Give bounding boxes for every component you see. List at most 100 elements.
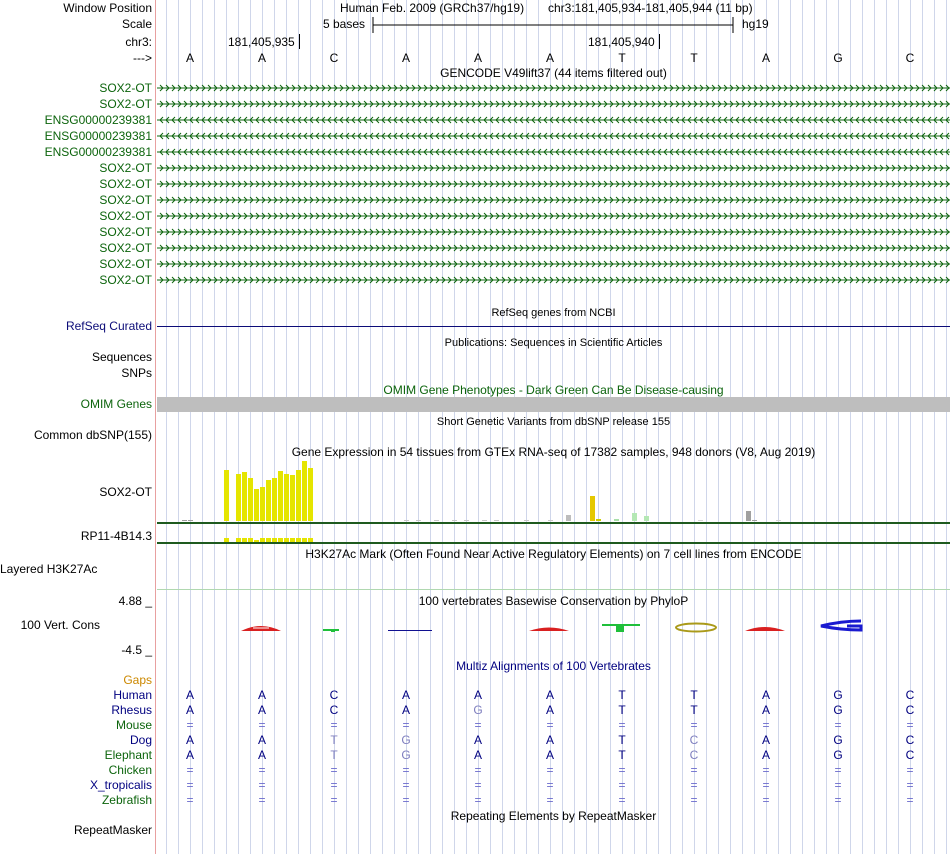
gtex-bar-sox2ot: [452, 520, 457, 521]
omim-gene-bar[interactable]: [157, 397, 950, 412]
multiz-base: =: [762, 778, 770, 792]
gencode-transcript-line[interactable]: [157, 243, 950, 253]
multiz-base: A: [185, 688, 194, 702]
multiz-species-chicken[interactable]: Chicken: [108, 763, 152, 777]
gencode-transcript-line[interactable]: [157, 99, 950, 109]
gtex-gene-label-rp11[interactable]: RP11-4B14.3: [80, 529, 152, 543]
multiz-base: =: [258, 778, 266, 792]
cons-label[interactable]: 100 Vert. Cons: [20, 618, 100, 632]
omim-label[interactable]: OMIM Genes: [80, 397, 152, 411]
repeatmasker-label[interactable]: RepeatMasker: [73, 823, 152, 837]
cons-logo-C-3: [323, 629, 339, 632]
gencode-transcript-line[interactable]: [157, 83, 950, 93]
cons-track-title[interactable]: 100 vertebrates Basewise Conservation by…: [418, 594, 689, 608]
strand-plus-arrows: [159, 164, 950, 172]
multiz-species-zebrafish[interactable]: Zebrafish: [101, 793, 152, 807]
gencode-transcript-line[interactable]: [157, 115, 950, 125]
gencode-transcript-line[interactable]: [157, 179, 950, 189]
gencode-item-label[interactable]: SOX2-OT: [99, 81, 152, 95]
gtex-bar-sox2ot: [548, 520, 553, 521]
multiz-gaps-label[interactable]: Gaps: [123, 673, 152, 687]
dbsnp-track-title[interactable]: Short Genetic Variants from dbSNP releas…: [436, 416, 671, 428]
gencode-item-label[interactable]: ENSG00000239381: [44, 113, 152, 127]
gencode-item-label[interactable]: SOX2-OT: [99, 193, 152, 207]
gencode-item-label[interactable]: SOX2-OT: [99, 241, 152, 255]
h3k27ac-track-title[interactable]: H3K27Ac Mark (Often Found Near Active Re…: [305, 547, 802, 561]
multiz-base: =: [186, 718, 194, 732]
gtex-chart[interactable]: [157, 458, 950, 546]
strand-plus-arrows: [159, 100, 950, 108]
publications-track-title[interactable]: Publications: Sequences in Scientific Ar…: [444, 337, 663, 349]
gtex-bar-sox2ot: [242, 472, 247, 521]
gtex-bar-sox2ot: [434, 520, 439, 521]
multiz-species-mouse[interactable]: Mouse: [115, 718, 152, 732]
multiz-base: T: [618, 748, 626, 762]
gencode-item-label[interactable]: ENSG00000239381: [44, 145, 152, 159]
gencode-transcript-line[interactable]: [157, 227, 950, 237]
gtex-bar-sox2ot: [266, 480, 271, 521]
refseq-label[interactable]: RefSeq Curated: [65, 319, 152, 333]
gencode-item-label[interactable]: SOX2-OT: [99, 177, 152, 191]
gencode-track-title[interactable]: GENCODE V49lift37 (44 items filtered out…: [440, 66, 667, 80]
gtex-bar-sox2ot: [698, 520, 703, 521]
multiz-base: A: [473, 688, 482, 702]
gtex-bar-sox2ot: [272, 478, 277, 521]
multiz-base: =: [474, 793, 482, 807]
omim-track-title[interactable]: OMIM Gene Phenotypes - Dark Green Can Be…: [383, 383, 724, 397]
gencode-transcript-line[interactable]: [157, 131, 950, 141]
gtex-bar-sox2ot: [524, 520, 529, 521]
refseq-track-title[interactable]: RefSeq genes from NCBI: [491, 307, 616, 319]
cons-min-label: -4.5 _: [121, 643, 152, 657]
cons-logo[interactable]: [157, 612, 950, 638]
ref-base: A: [761, 51, 770, 65]
multiz-base: =: [186, 778, 194, 792]
gtex-bar-rp11: [296, 538, 301, 542]
cons-logo-A-1: [241, 626, 281, 631]
strand-plus-arrows: [159, 228, 950, 236]
multiz-base: C: [905, 703, 915, 717]
gtex-gene-label-sox2ot[interactable]: SOX2-OT: [99, 485, 152, 499]
multiz-species-rhesus[interactable]: Rhesus: [111, 703, 152, 717]
multiz-base: A: [401, 688, 410, 702]
cons-logo-A-4: [388, 630, 432, 631]
gencode-transcript-line[interactable]: [157, 163, 950, 173]
refseq-gene-line[interactable]: [157, 326, 950, 327]
gencode-transcript-line[interactable]: [157, 147, 950, 157]
multiz-base: =: [834, 763, 842, 777]
multiz-base: =: [906, 778, 914, 792]
publications-sequences-label[interactable]: Sequences: [91, 350, 152, 364]
gencode-item-label[interactable]: SOX2-OT: [99, 97, 152, 111]
gtex-bar-sox2ot: [464, 520, 469, 521]
publications-snps-label[interactable]: SNPs: [121, 366, 152, 380]
multiz-base: =: [474, 778, 482, 792]
gencode-transcript-line[interactable]: [157, 259, 950, 269]
gencode-item-label[interactable]: ENSG00000239381: [44, 129, 152, 143]
multiz-species-human[interactable]: Human: [113, 688, 152, 702]
gencode-item-label[interactable]: SOX2-OT: [99, 273, 152, 287]
multiz-base: G: [401, 748, 411, 762]
multiz-base: A: [761, 703, 770, 717]
gencode-transcript-line[interactable]: [157, 195, 950, 205]
ref-base: A: [257, 51, 266, 65]
gencode-item-label[interactable]: SOX2-OT: [99, 209, 152, 223]
repeatmasker-track-title[interactable]: Repeating Elements by RepeatMasker: [450, 809, 657, 823]
gencode-item-label[interactable]: SOX2-OT: [99, 225, 152, 239]
multiz-base: C: [905, 688, 915, 702]
gtex-bar-rp11: [308, 538, 313, 542]
ref-base: C: [329, 51, 339, 65]
gtex-track-title[interactable]: Gene Expression in 54 tissues from GTEx …: [291, 445, 816, 459]
multiz-track-title[interactable]: Multiz Alignments of 100 Vertebrates: [456, 659, 651, 673]
multiz-species-dog[interactable]: Dog: [129, 733, 152, 747]
h3k27ac-label[interactable]: Layered H3K27Ac: [0, 562, 98, 576]
dbsnp-label[interactable]: Common dbSNP(155): [33, 428, 152, 442]
gencode-transcript-line[interactable]: [157, 275, 950, 285]
multiz-species-x_tropicalis[interactable]: X_tropicalis: [89, 778, 152, 792]
multiz-base: =: [330, 778, 338, 792]
gtex-separator: [157, 542, 950, 544]
gtex-bar-sox2ot: [248, 478, 253, 521]
gencode-item-label[interactable]: SOX2-OT: [99, 257, 152, 271]
multiz-species-elephant[interactable]: Elephant: [104, 748, 152, 762]
multiz-base: =: [402, 718, 410, 732]
gencode-transcript-line[interactable]: [157, 211, 950, 221]
gencode-item-label[interactable]: SOX2-OT: [99, 161, 152, 175]
